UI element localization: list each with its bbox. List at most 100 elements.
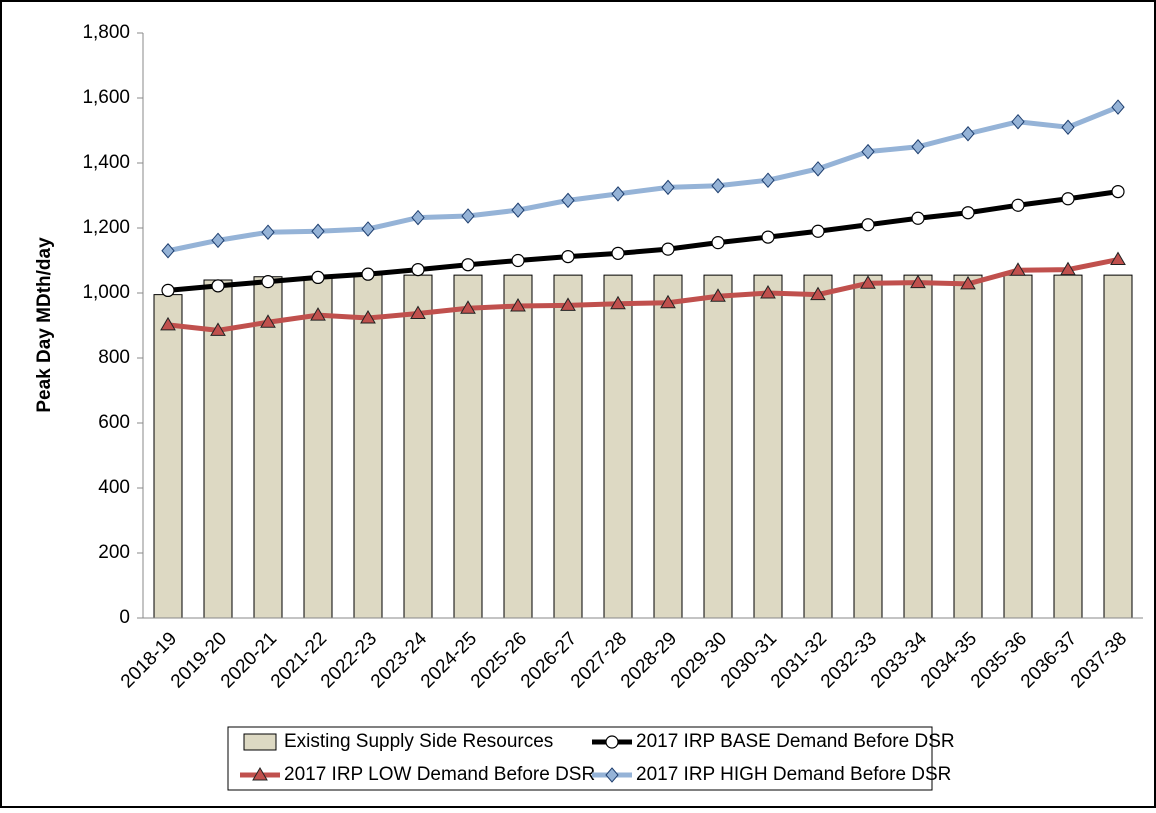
marker — [711, 177, 725, 194]
marker — [961, 125, 975, 142]
marker — [611, 186, 625, 202]
marker — [1110, 251, 1126, 266]
bar — [553, 274, 583, 619]
legend-label: 2017 IRP LOW Demand Before DSR — [284, 764, 595, 785]
legend-label: 2017 IRP HIGH Demand Before DSR — [636, 764, 951, 785]
marker — [1010, 262, 1026, 276]
marker — [461, 208, 475, 224]
marker — [1011, 198, 1025, 212]
marker — [661, 179, 675, 196]
marker — [811, 224, 825, 238]
marker — [711, 236, 725, 250]
marker — [611, 246, 625, 260]
marker — [510, 298, 526, 312]
marker — [361, 267, 375, 281]
line — [167, 104, 1119, 254]
marker — [210, 322, 226, 336]
marker — [261, 275, 275, 289]
legend-swatch — [243, 733, 277, 751]
bar — [653, 274, 683, 619]
bar — [1053, 274, 1083, 619]
bar — [953, 274, 983, 619]
line — [167, 189, 1119, 293]
bar — [303, 276, 333, 619]
marker — [1060, 261, 1076, 276]
bar — [703, 274, 733, 619]
legend-label: Existing Supply Side Resources — [284, 731, 553, 752]
marker — [461, 258, 475, 272]
marker — [252, 767, 268, 781]
marker — [211, 279, 225, 293]
y-axis-label: Peak Day MDth/day — [34, 237, 55, 413]
marker — [410, 305, 426, 319]
marker — [961, 206, 975, 220]
marker — [811, 161, 825, 177]
marker — [1111, 185, 1125, 199]
marker — [460, 300, 476, 314]
legend-label: 2017 IRP BASE Demand Before DSR — [636, 731, 955, 752]
marker — [310, 307, 326, 321]
bar — [253, 276, 283, 619]
marker — [605, 735, 619, 749]
marker — [760, 285, 776, 299]
marker — [311, 223, 325, 240]
marker — [161, 283, 175, 297]
marker — [860, 275, 876, 289]
bar — [903, 274, 933, 619]
marker — [260, 314, 276, 328]
marker — [710, 288, 726, 302]
marker — [605, 767, 619, 783]
bar — [1003, 274, 1033, 619]
marker — [411, 263, 425, 277]
marker — [261, 224, 275, 240]
bar — [153, 294, 183, 619]
marker — [660, 294, 676, 309]
marker — [211, 232, 225, 249]
bar — [603, 274, 633, 619]
y-tick-label: 600 — [98, 412, 130, 433]
y-tick-label: 1,600 — [82, 87, 130, 108]
bar — [453, 274, 483, 619]
marker — [360, 310, 376, 324]
marker — [761, 172, 775, 188]
legend — [227, 726, 933, 791]
y-tick-label: 400 — [98, 477, 130, 498]
y-tick-label: 0 — [119, 607, 130, 628]
y-tick-label: 1,400 — [82, 152, 130, 173]
marker — [411, 209, 425, 226]
marker — [560, 297, 576, 311]
marker — [361, 221, 375, 237]
marker — [861, 218, 875, 232]
marker — [610, 295, 626, 310]
marker — [1061, 192, 1075, 206]
marker — [810, 286, 826, 301]
marker — [1061, 119, 1075, 136]
y-tick-label: 200 — [98, 542, 130, 563]
bar — [1103, 274, 1133, 619]
marker — [911, 211, 925, 225]
bar — [503, 274, 533, 619]
y-tick-label: 1,200 — [82, 217, 130, 238]
y-tick-label: 1,800 — [82, 22, 130, 43]
marker — [1111, 99, 1125, 115]
marker — [311, 270, 325, 284]
bar — [853, 274, 883, 619]
marker — [960, 275, 976, 290]
y-tick-label: 1,000 — [82, 282, 130, 303]
bar — [403, 274, 433, 619]
marker — [511, 253, 525, 268]
marker — [160, 316, 176, 331]
marker — [1011, 113, 1025, 130]
marker — [561, 250, 575, 264]
bar — [353, 274, 383, 619]
marker — [661, 242, 675, 256]
marker — [861, 143, 875, 160]
marker — [911, 138, 925, 155]
bar — [803, 274, 833, 619]
marker — [161, 242, 175, 259]
bar — [753, 274, 783, 619]
marker — [910, 274, 926, 289]
marker — [561, 192, 575, 209]
marker — [761, 230, 775, 244]
